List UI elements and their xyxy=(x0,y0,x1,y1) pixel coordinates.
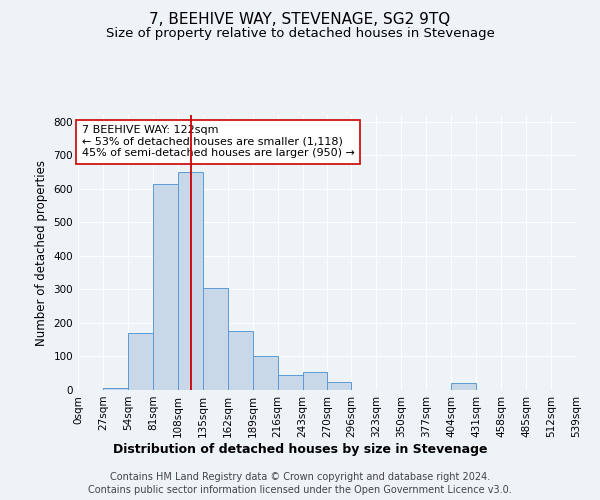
Bar xyxy=(128,333,153,390)
Text: Contains public sector information licensed under the Open Government Licence v3: Contains public sector information licen… xyxy=(88,485,512,495)
Bar xyxy=(178,172,203,390)
Bar xyxy=(203,288,227,390)
Text: Size of property relative to detached houses in Stevenage: Size of property relative to detached ho… xyxy=(106,28,494,40)
Text: Distribution of detached houses by size in Stevenage: Distribution of detached houses by size … xyxy=(113,442,487,456)
Bar xyxy=(302,372,328,390)
Bar xyxy=(153,184,178,390)
Bar xyxy=(253,356,278,390)
Bar xyxy=(328,382,352,390)
Bar xyxy=(278,375,302,390)
Text: 7 BEEHIVE WAY: 122sqm
← 53% of detached houses are smaller (1,118)
45% of semi-d: 7 BEEHIVE WAY: 122sqm ← 53% of detached … xyxy=(82,125,355,158)
Bar xyxy=(451,384,476,390)
Text: 7, BEEHIVE WAY, STEVENAGE, SG2 9TQ: 7, BEEHIVE WAY, STEVENAGE, SG2 9TQ xyxy=(149,12,451,28)
Text: Contains HM Land Registry data © Crown copyright and database right 2024.: Contains HM Land Registry data © Crown c… xyxy=(110,472,490,482)
Bar xyxy=(103,388,128,390)
Y-axis label: Number of detached properties: Number of detached properties xyxy=(35,160,48,346)
Bar xyxy=(227,332,253,390)
